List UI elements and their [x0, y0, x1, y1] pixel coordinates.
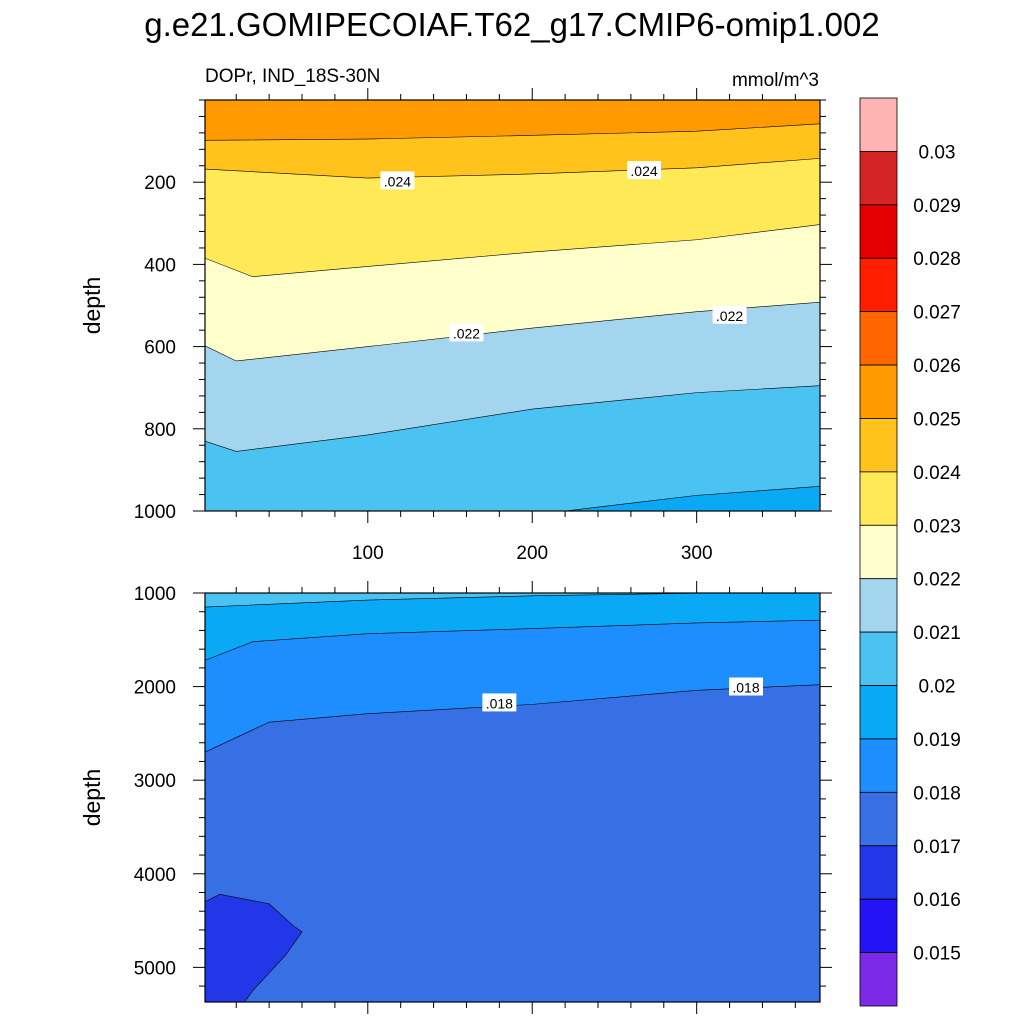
contour-line: [205, 158, 820, 179]
units-label: mmol/m^3: [731, 70, 819, 91]
contour-band: [205, 894, 303, 1002]
colorbar-swatch: [859, 578, 898, 633]
svg-text:.024: .024: [384, 173, 411, 189]
y-tick-label: 600: [144, 338, 176, 359]
y-tick-label: 800: [144, 420, 176, 441]
svg-text:.018: .018: [732, 680, 759, 696]
colorbar-label: 0.021: [913, 623, 961, 644]
colorbar-label: 0.022: [913, 570, 961, 591]
colorbar-label: 0.023: [913, 516, 961, 537]
y-tick-label: 4000: [134, 865, 176, 886]
contour-line: [205, 684, 820, 753]
contour-label: .022: [712, 305, 747, 324]
colorbar-label: 0.03: [919, 142, 956, 163]
colorbar-swatch: [859, 845, 898, 900]
plot-frame: [204, 592, 821, 1003]
contour-label: .018: [729, 677, 764, 696]
svg-text:.022: .022: [716, 308, 743, 324]
contour-line: [565, 486, 820, 511]
colorbar-label: 0.024: [913, 463, 961, 484]
variable-region-label: DOPr, IND_18S-30N: [205, 66, 381, 87]
x-tick-label: 100: [352, 543, 384, 564]
contour-line: [205, 619, 820, 661]
contour-band: [205, 684, 820, 1002]
colorbar-label: 0.018: [913, 783, 961, 804]
contour-line: [205, 894, 303, 1002]
svg-text:.024: .024: [630, 163, 657, 179]
colorbar-swatch: [859, 898, 898, 953]
contour-fills: [205, 100, 820, 511]
x-tick-label: 300: [681, 543, 713, 564]
x-tick-label: 200: [516, 543, 548, 564]
colorbar-swatch: [859, 524, 898, 580]
y-axis-label: depth: [79, 769, 105, 827]
contour-fills: [205, 593, 820, 1002]
colorbar-label: 0.028: [913, 249, 961, 270]
colorbar-label: 0.026: [913, 356, 961, 377]
y-tick-label: 2000: [134, 678, 176, 699]
colorbar-swatch: [859, 952, 898, 1007]
y-tick-label: 400: [144, 255, 176, 276]
chart-title: g.e21.GOMIPECOIAF.T62_g17.CMIP6-omip1.00…: [144, 6, 880, 43]
contour-label: .018: [482, 693, 517, 712]
y-tick-label: 1000: [134, 584, 176, 605]
colorbar-swatch: [859, 151, 898, 206]
lower-panel: .018 .018 1000 2000 3000 4000 5000 depth: [79, 581, 832, 1014]
colorbar-label: 0.025: [913, 409, 961, 430]
y-tick-label: 3000: [134, 771, 176, 792]
contour-label: .022: [449, 323, 484, 342]
colorbar-label: 0.016: [913, 890, 961, 911]
colorbar-swatch: [859, 257, 898, 313]
y-tick-label: 200: [144, 173, 176, 194]
plot-frame: [204, 99, 821, 512]
colorbar-swatch: [859, 631, 898, 686]
contour-band: [205, 385, 820, 511]
svg-text:.018: .018: [486, 695, 513, 711]
upper-panel: .024 .024 .022 .022 100 200 300 200 400 600 800 100…: [79, 88, 832, 564]
colorbar-swatch: [859, 418, 898, 473]
colorbar-label: 0.027: [913, 303, 961, 324]
colorbar-swatch: [859, 97, 898, 152]
y-tick-label: 1000: [134, 502, 176, 523]
contour-line: [205, 385, 820, 452]
colorbar-swatch: [859, 738, 898, 793]
contour-band: [565, 486, 820, 511]
colorbar-swatch: [859, 471, 898, 526]
colorbar-swatch: [859, 791, 898, 847]
colorbar-label: 0.017: [913, 837, 961, 858]
contour-label: .024: [627, 161, 662, 180]
contour-line: [205, 224, 820, 278]
y-tick-label: 5000: [134, 958, 176, 979]
colorbar-swatch: [859, 364, 898, 419]
colorbar-label: 0.02: [919, 677, 956, 698]
y-axis-label: depth: [79, 277, 105, 335]
colorbar: 0.015 0.016 0.017 0.018 0.019 0.02 0.021 0.022 0…: [859, 97, 961, 1007]
colorbar-label: 0.019: [913, 730, 961, 751]
colorbar-label: 0.029: [913, 196, 961, 217]
colorbar-swatch: [859, 204, 898, 259]
contour-label: .024: [380, 171, 415, 190]
contour-line: [205, 123, 820, 141]
colorbar-swatch: [859, 685, 898, 740]
colorbar-label: 0.015: [913, 944, 961, 965]
svg-text:.022: .022: [453, 325, 480, 341]
colorbar-swatch: [859, 311, 898, 366]
